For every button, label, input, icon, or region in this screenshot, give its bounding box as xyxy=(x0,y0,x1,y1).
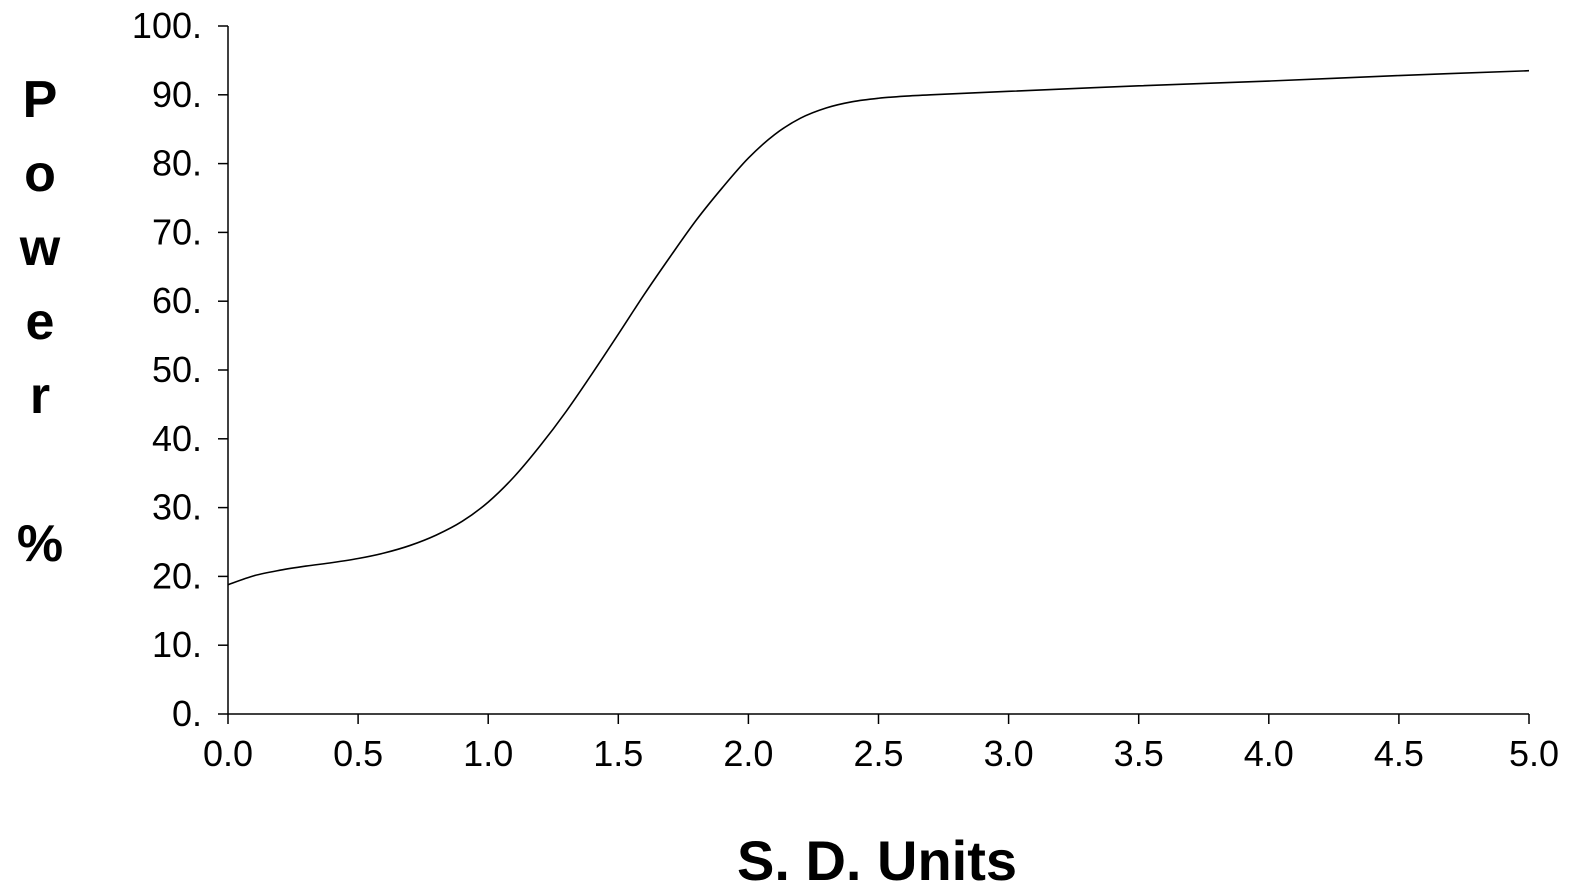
y-tick-label: 50. xyxy=(152,349,202,390)
y-tick-label: 40. xyxy=(152,418,202,459)
x-axis-ticks: 0.0 0.5 1.0 1.5 2.0 2.5 3.0 3.5 4.0 4.5 5.0 xyxy=(203,714,1559,774)
x-tick-label: 5.0 xyxy=(1509,733,1559,774)
y-axis-label-char: e xyxy=(26,293,55,351)
y-axis-label-char: r xyxy=(30,367,50,425)
y-axis-label-char: o xyxy=(24,145,56,203)
y-tick-label: 90. xyxy=(152,74,202,115)
y-axis-ticks: 0. 10. 20. 30. 40. 50. 60. 70. 80. 90. 100. xyxy=(132,5,228,734)
power-curve xyxy=(227,69,1530,586)
y-tick-label: 10. xyxy=(152,624,202,665)
y-tick-label: 70. xyxy=(152,211,202,252)
y-tick-label: 100. xyxy=(132,5,202,46)
x-tick-label: 1.0 xyxy=(463,733,513,774)
x-tick-label: 2.0 xyxy=(723,733,773,774)
y-tick-label: 20. xyxy=(152,555,202,596)
y-axis-label-char: w xyxy=(19,219,61,277)
y-axis-label-char: % xyxy=(17,515,63,573)
x-axis-label: S. D. Units xyxy=(737,829,1017,892)
x-tick-label: 4.0 xyxy=(1244,733,1294,774)
x-tick-label: 0.0 xyxy=(203,733,253,774)
x-tick-label: 3.5 xyxy=(1114,733,1164,774)
y-tick-label: 0. xyxy=(172,693,202,734)
x-tick-label: 1.5 xyxy=(593,733,643,774)
y-tick-label: 30. xyxy=(152,487,202,528)
x-tick-label: 2.5 xyxy=(853,733,903,774)
x-tick-label: 0.5 xyxy=(333,733,383,774)
x-tick-label: 3.0 xyxy=(984,733,1034,774)
x-tick-label: 4.5 xyxy=(1374,733,1424,774)
y-axis-label-char: P xyxy=(23,71,58,129)
y-tick-label: 80. xyxy=(152,143,202,184)
y-tick-label: 60. xyxy=(152,280,202,321)
